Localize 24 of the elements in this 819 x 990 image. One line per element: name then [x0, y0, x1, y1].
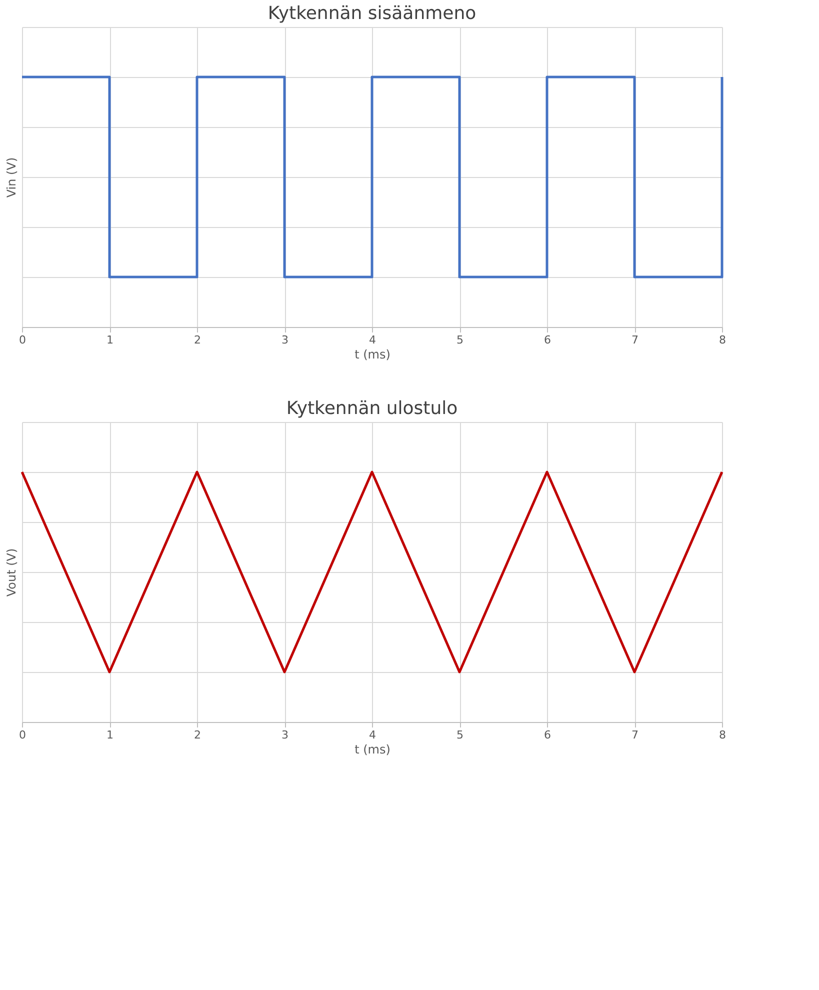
x-tick-label: 6 — [544, 334, 551, 346]
x-tick-label: 3 — [282, 728, 288, 742]
x-tick-label: 2 — [194, 728, 201, 742]
x-tick-label: 3 — [282, 334, 288, 346]
y-axis-title: Vin (V) — [4, 157, 18, 198]
chart-title: Kytkennän ulostulo — [286, 398, 458, 419]
x-tick-label: 1 — [106, 334, 114, 346]
x-tick-label: 1 — [106, 728, 114, 742]
chart-title: Kytkennän sisäänmeno — [268, 3, 476, 24]
x-tick-label: 7 — [632, 728, 638, 742]
x-tick-label: 2 — [194, 334, 201, 346]
x-tick-label: 8 — [719, 728, 726, 742]
x-axis-title: t (ms) — [354, 742, 390, 756]
x-tick-label: 7 — [632, 334, 638, 346]
x-tick-label: 4 — [369, 334, 376, 346]
x-tick-label: 0 — [19, 728, 26, 742]
x-tick-label: 5 — [456, 334, 464, 346]
x-tick-label: 0 — [19, 334, 26, 346]
y-axis-title: Vout (V) — [4, 548, 18, 597]
x-tick-label: 8 — [719, 334, 726, 346]
x-tick-label: 4 — [369, 728, 376, 742]
x-tick-label: 5 — [456, 728, 464, 742]
x-tick-label: 6 — [544, 728, 551, 742]
x-axis-title: t (ms) — [354, 348, 390, 362]
